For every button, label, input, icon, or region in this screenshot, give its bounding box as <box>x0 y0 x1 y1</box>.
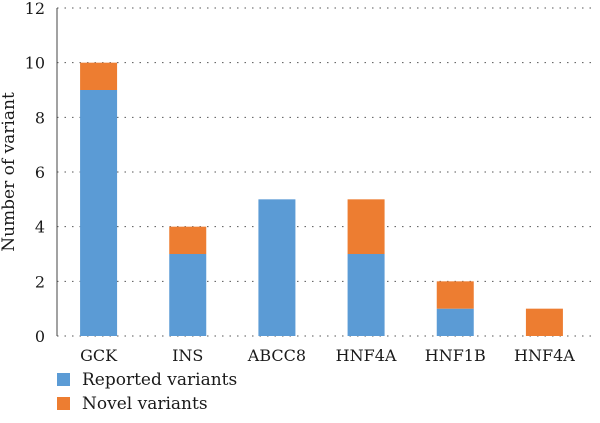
legend-swatch <box>57 397 70 410</box>
bar-segment-novel <box>347 199 385 254</box>
bar-segment-reported <box>80 90 118 336</box>
legend: Reported variants Novel variants <box>57 370 237 414</box>
y-tick-label: 0 <box>35 327 45 346</box>
x-tick-label: HNF4A <box>336 346 397 365</box>
x-tick-label: ABCC8 <box>247 346 306 365</box>
bar-segment-novel <box>80 62 118 90</box>
bar-segment-novel <box>525 308 563 336</box>
bar-segment-novel <box>436 281 474 309</box>
bar-segment-reported <box>258 199 296 336</box>
y-tick-label: 10 <box>25 54 45 73</box>
bar-segment-reported <box>347 254 385 336</box>
y-tick-label: 4 <box>35 218 45 237</box>
x-tick-label: HNF4A <box>514 346 575 365</box>
x-tick-label: INS <box>172 346 203 365</box>
x-tick-label: HNF1B <box>425 346 486 365</box>
bars <box>80 62 563 336</box>
x-tick-labels: GCK INS ABCC8 HNF4A HNF1B HNF4A <box>80 346 575 365</box>
y-tick-label: 8 <box>35 108 45 127</box>
y-tick-label: 2 <box>35 272 45 291</box>
legend-swatch <box>57 373 70 386</box>
grid-lines <box>57 7 592 337</box>
legend-label: Reported variants <box>82 370 237 390</box>
bar-segment-novel <box>169 226 207 254</box>
legend-label: Novel variants <box>82 394 208 414</box>
y-axis-title: Number of variant <box>0 92 19 252</box>
bar-segment-reported <box>436 308 474 336</box>
x-tick-label: GCK <box>80 346 118 365</box>
y-tick-labels: 0 2 4 6 8 10 12 <box>25 0 45 346</box>
y-tick-label: 6 <box>35 163 45 182</box>
y-tick-label: 12 <box>25 0 45 18</box>
bar-segment-reported <box>169 254 207 336</box>
